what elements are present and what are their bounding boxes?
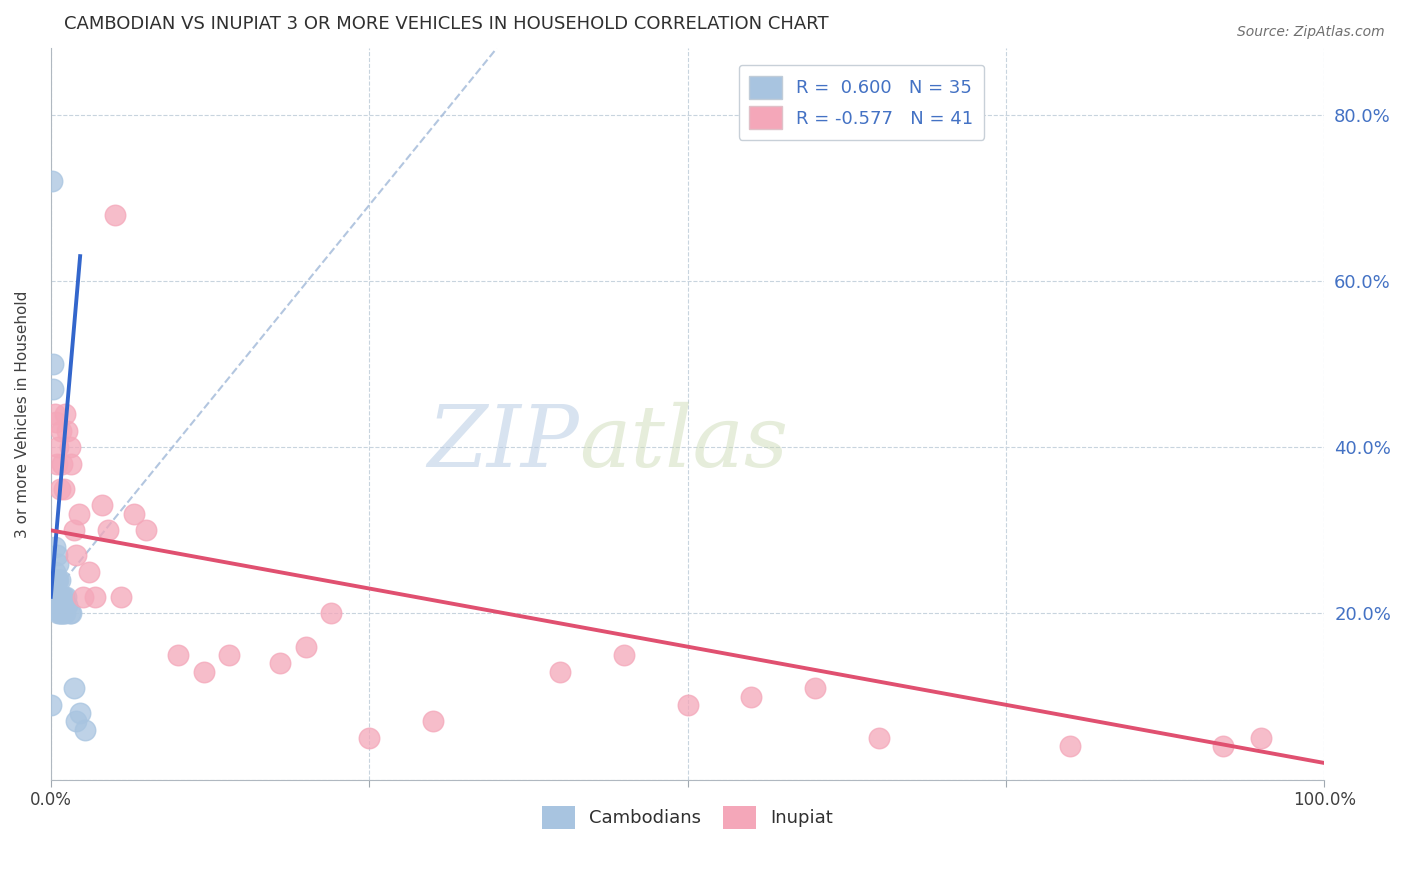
Point [103,208,125,222]
Point [65,714,87,729]
Point [122,507,145,521]
Point [69,706,91,720]
Point [75,723,97,737]
Point [110,590,132,604]
Point [52,482,75,496]
Point [676,698,699,712]
Point [1212,739,1234,754]
Y-axis label: 3 or more Vehicles in Household: 3 or more Vehicles in Household [15,290,30,538]
Point [53,407,76,421]
Point [60,607,83,621]
Point [45,415,67,429]
Point [48,590,70,604]
Text: ZIP: ZIP [427,402,579,484]
Point [42,357,65,371]
Point [48,440,70,454]
Point [62,681,84,696]
Point [48,590,70,604]
Point [49,607,72,621]
Point [59,440,82,454]
Point [97,524,120,538]
Point [56,598,79,612]
Point [422,714,444,729]
Point [42,382,65,396]
Point [218,648,240,662]
Point [740,690,762,704]
Point [48,573,70,587]
Point [44,590,66,604]
Text: Source: ZipAtlas.com: Source: ZipAtlas.com [1237,25,1385,39]
Point [46,457,69,471]
Point [41,174,63,188]
Point [359,731,381,745]
Point [167,648,190,662]
Point [135,524,157,538]
Point [52,607,75,621]
Point [60,457,83,471]
Point [90,499,112,513]
Point [46,573,69,587]
Point [46,549,69,563]
Point [53,607,76,621]
Point [56,424,79,438]
Point [269,657,291,671]
Point [67,507,90,521]
Point [77,565,100,579]
Point [51,457,73,471]
Point [868,731,890,745]
Point [41,590,63,604]
Point [193,665,215,679]
Point [548,665,571,679]
Point [804,681,827,696]
Point [72,590,94,604]
Point [613,648,636,662]
Text: atlas: atlas [579,402,789,484]
Point [51,607,73,621]
Point [48,573,70,587]
Point [84,590,107,604]
Point [45,573,67,587]
Point [46,590,69,604]
Point [48,607,70,621]
Point [44,540,66,554]
Point [319,607,342,621]
Point [48,607,70,621]
Point [49,590,72,604]
Text: CAMBODIAN VS INUPIAT 3 OR MORE VEHICLES IN HOUSEHOLD CORRELATION CHART: CAMBODIAN VS INUPIAT 3 OR MORE VEHICLES … [63,15,828,33]
Point [45,598,67,612]
Point [55,590,77,604]
Point [52,590,75,604]
Point [294,640,316,654]
Point [62,524,84,538]
Point [51,590,73,604]
Point [48,482,70,496]
Point [1059,739,1081,754]
Point [44,565,66,579]
Point [1250,731,1272,745]
Legend: Cambodians, Inupiat: Cambodians, Inupiat [536,798,839,837]
Point [48,557,70,571]
Point [59,607,82,621]
Point [65,549,87,563]
Point [44,407,66,421]
Point [49,424,72,438]
Point [39,698,62,712]
